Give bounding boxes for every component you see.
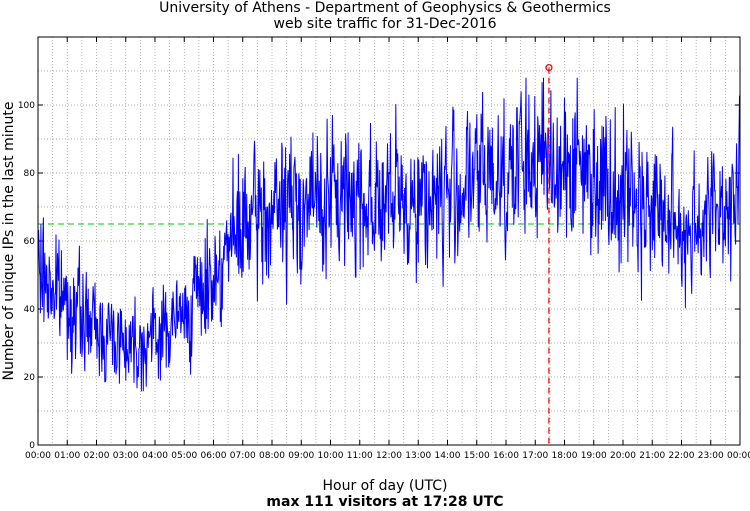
x-tick-label: 07:00 <box>230 451 256 461</box>
chart-subtitle: web site traffic for 31-Dec-2016 <box>274 16 497 32</box>
x-tick-label: 10:00 <box>318 451 344 461</box>
y-tick-label: 0 <box>29 441 35 451</box>
x-tick-label: 18:00 <box>552 451 578 461</box>
x-tick-label: 00:00 <box>25 451 51 461</box>
y-tick-label: 40 <box>24 305 36 315</box>
x-tick-label: 22:00 <box>669 451 695 461</box>
x-tick-label: 01:00 <box>54 451 80 461</box>
x-tick-label: 19:00 <box>581 451 607 461</box>
x-tick-label: 13:00 <box>405 451 431 461</box>
plot-frame <box>37 36 741 446</box>
x-tick-label: 21:00 <box>639 451 665 461</box>
max-visitors-note: max 111 visitors at 17:28 UTC <box>266 494 503 510</box>
x-tick-label: 15:00 <box>464 451 490 461</box>
x-tick-label: 02:00 <box>84 451 110 461</box>
x-axis-ticks: 00:00 01:00 02:00 03:00 04:00 05:00 06:00 07:00… <box>25 37 750 461</box>
x-tick-label: 20:00 <box>610 451 636 461</box>
x-tick-label: 23:00 <box>698 451 724 461</box>
y-axis-label: Number of unique IPs in the last minute <box>1 102 17 381</box>
x-tick-label: 05:00 <box>171 451 197 461</box>
y-tick-label: 80 <box>24 169 36 179</box>
x-axis-label: Hour of day (UTC) <box>323 478 448 494</box>
x-tick-label: 06:00 <box>201 451 227 461</box>
x-tick-label: 00:00 <box>727 451 750 461</box>
x-tick-label: 16:00 <box>493 451 519 461</box>
x-tick-label: 14:00 <box>435 451 461 461</box>
y-tick-label: 100 <box>18 101 35 111</box>
series-line <box>37 77 741 392</box>
x-tick-label: 09:00 <box>288 451 314 461</box>
y-tick-label: 60 <box>24 237 36 247</box>
x-tick-label: 11:00 <box>347 451 373 461</box>
x-tick-label: 08:00 <box>259 451 285 461</box>
max-marker-point <box>545 63 553 72</box>
chart-title: University of Athens - Department of Geo… <box>159 0 611 16</box>
x-tick-label: 03:00 <box>113 451 139 461</box>
y-tick-label: 20 <box>24 373 36 383</box>
x-tick-label: 17:00 <box>522 451 548 461</box>
x-tick-label: 12:00 <box>376 451 402 461</box>
x-tick-label: 04:00 <box>142 451 168 461</box>
